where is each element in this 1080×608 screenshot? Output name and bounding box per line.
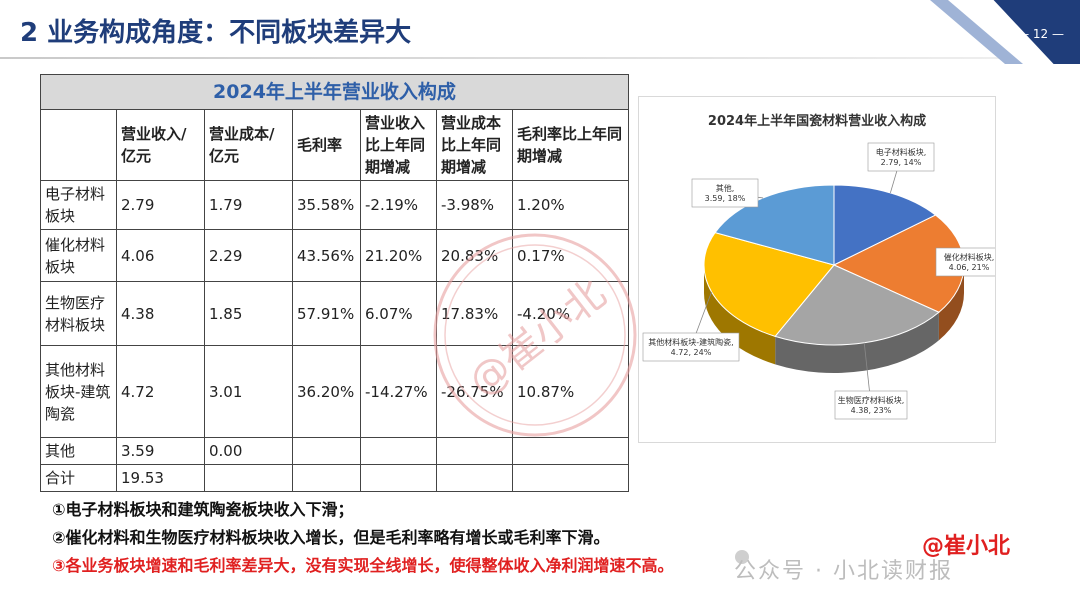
revenue-table: 2024年上半年营业收入构成 营业收入/亿元 营业成本/亿元 毛利率 营业收入比… [40, 74, 629, 492]
cost-change-cell: -26.75% [436, 345, 513, 438]
table-row: 其他 3.59 0.00 [40, 437, 629, 465]
revenue-cell: 3.59 [116, 437, 205, 465]
revenue-cell: 4.06 [116, 229, 205, 282]
column-header: 毛利率 [292, 109, 361, 181]
account-watermark: 公众号 · 小北读财报 [734, 559, 953, 584]
cost-cell: 2.29 [204, 229, 293, 282]
notes: ①电子材料板块和建筑陶瓷板块收入下滑； ②催化材料和生物医疗材料板块收入增长，但… [52, 496, 674, 580]
pie-label-layer: 电子材料板块, 2.79, 14% 催化材料板块, 4.06, 21% 生物医疗材料板块… [642, 142, 995, 420]
margin-cell: 36.20% [292, 345, 361, 438]
revenue-change-cell: 6.07% [360, 281, 437, 346]
page-title: 2 业务构成角度：不同板块差异大 [20, 18, 412, 48]
pie-depth-layer [704, 265, 964, 373]
slice-label-box [935, 247, 995, 277]
cost-change-cell: 17.83% [436, 281, 513, 346]
margin-cell: 57.91% [292, 281, 361, 346]
pie-top-layer [703, 184, 965, 346]
slice-label: 电子材料板块, 2.79, 14% [876, 147, 927, 167]
slice-label: 其他, 3.59, 18% [705, 183, 746, 203]
pie-slice-side [938, 265, 964, 341]
cost-cell: 3.01 [204, 345, 293, 438]
cost-cell: 0.00 [204, 437, 293, 465]
table-row: 催化材料板块 4.06 2.29 43.56% 21.20% 20.83% 0.… [40, 229, 629, 282]
revenue-cell: 2.79 [116, 180, 205, 230]
column-header [40, 109, 117, 181]
margin-change-cell [512, 464, 629, 492]
slice-label: 生物医疗材料板块, 4.38, 23% [838, 395, 905, 415]
revenue-change-cell: -14.27% [360, 345, 437, 438]
margin-change-cell: 0.17% [512, 229, 629, 282]
pie-slice-side [704, 265, 776, 365]
margin-cell [292, 437, 361, 465]
note-3: ③各业务板块增速和毛利率差异大，没有实现全线增长，使得整体收入净利润增速不高。 [52, 556, 674, 575]
slice-label: 其他材料板块-建筑陶瓷, 4.72, 24% [648, 337, 733, 357]
author-tag: @崔小北 [922, 534, 1011, 559]
slice-label-box [834, 390, 908, 420]
slice-label: 催化材料板块, 4.06, 21% [944, 252, 995, 272]
page-number: — 12 — [1017, 27, 1064, 41]
table-row: 其他材料板块-建筑陶瓷 4.72 3.01 36.20% -14.27% -26… [40, 345, 629, 438]
row-name: 其他 [40, 437, 117, 465]
margin-change-cell: 10.87% [512, 345, 629, 438]
table-header-row: 营业收入/亿元 营业成本/亿元 毛利率 营业收入比上年同期增减 营业成本比上年同… [40, 109, 629, 181]
cost-change-cell: 20.83% [436, 229, 513, 282]
revenue-change-cell: 21.20% [360, 229, 437, 282]
margin-change-cell [512, 437, 629, 465]
cost-cell: 1.85 [204, 281, 293, 346]
note-1: ①电子材料板块和建筑陶瓷板块收入下滑； [52, 500, 354, 519]
revenue-change-cell: -2.19% [360, 180, 437, 230]
slice-label-box [642, 332, 740, 362]
margin-cell: 43.56% [292, 229, 361, 282]
cost-cell [204, 464, 293, 492]
column-header: 营业收入/亿元 [116, 109, 205, 181]
slice-label-box [867, 142, 935, 172]
pie-chart-panel: 2024年上半年国瓷材料营业收入构成 电子材料板块, 2.79, 14% 催化材料板… [638, 96, 996, 443]
revenue-cell: 19.53 [116, 464, 205, 492]
revenue-cell: 4.72 [116, 345, 205, 438]
cost-change-cell [436, 464, 513, 492]
row-name: 电子材料板块 [40, 180, 117, 230]
revenue-change-cell [360, 464, 437, 492]
cost-cell: 1.79 [204, 180, 293, 230]
pie-slice-side [775, 312, 939, 373]
column-header: 营业收入比上年同期增减 [360, 109, 437, 181]
margin-cell [292, 464, 361, 492]
column-header: 营业成本/亿元 [204, 109, 293, 181]
cost-change-cell [436, 437, 513, 465]
table-row: 合计 19.53 [40, 464, 629, 492]
column-header: 营业成本比上年同期增减 [436, 109, 513, 181]
pie-chart: 2024年上半年国瓷材料营业收入构成 电子材料板块, 2.79, 14% 催化材料板… [642, 113, 995, 420]
wechat-icon [735, 550, 749, 564]
row-name: 生物医疗材料板块 [40, 281, 117, 346]
margin-cell: 35.58% [292, 180, 361, 230]
revenue-cell: 4.38 [116, 281, 205, 346]
table-row: 生物医疗材料板块 4.38 1.85 57.91% 6.07% 17.83% -… [40, 281, 629, 346]
title-divider [0, 57, 1000, 59]
chart-title: 2024年上半年国瓷材料营业收入构成 [708, 113, 926, 129]
table-row: 电子材料板块 2.79 1.79 35.58% -2.19% -3.98% 1.… [40, 180, 629, 230]
note-2: ②催化材料和生物医疗材料板块收入增长，但是毛利率略有增长或毛利率下滑。 [52, 528, 610, 547]
row-name: 其他材料板块-建筑陶瓷 [40, 345, 117, 438]
cost-change-cell: -3.98% [436, 180, 513, 230]
pie-slice [703, 232, 835, 337]
row-name: 合计 [40, 464, 117, 492]
revenue-change-cell [360, 437, 437, 465]
pie-slice [774, 264, 940, 346]
column-header: 毛利率比上年同期增减 [512, 109, 629, 181]
slice-label-box [691, 178, 759, 208]
pie-slice [833, 184, 937, 266]
row-name: 催化材料板块 [40, 229, 117, 282]
table-title: 2024年上半年营业收入构成 [40, 74, 629, 110]
corner-decoration [930, 0, 1080, 64]
margin-change-cell: -4.20% [512, 281, 629, 346]
pie-slice [714, 184, 835, 266]
margin-change-cell: 1.20% [512, 180, 629, 230]
